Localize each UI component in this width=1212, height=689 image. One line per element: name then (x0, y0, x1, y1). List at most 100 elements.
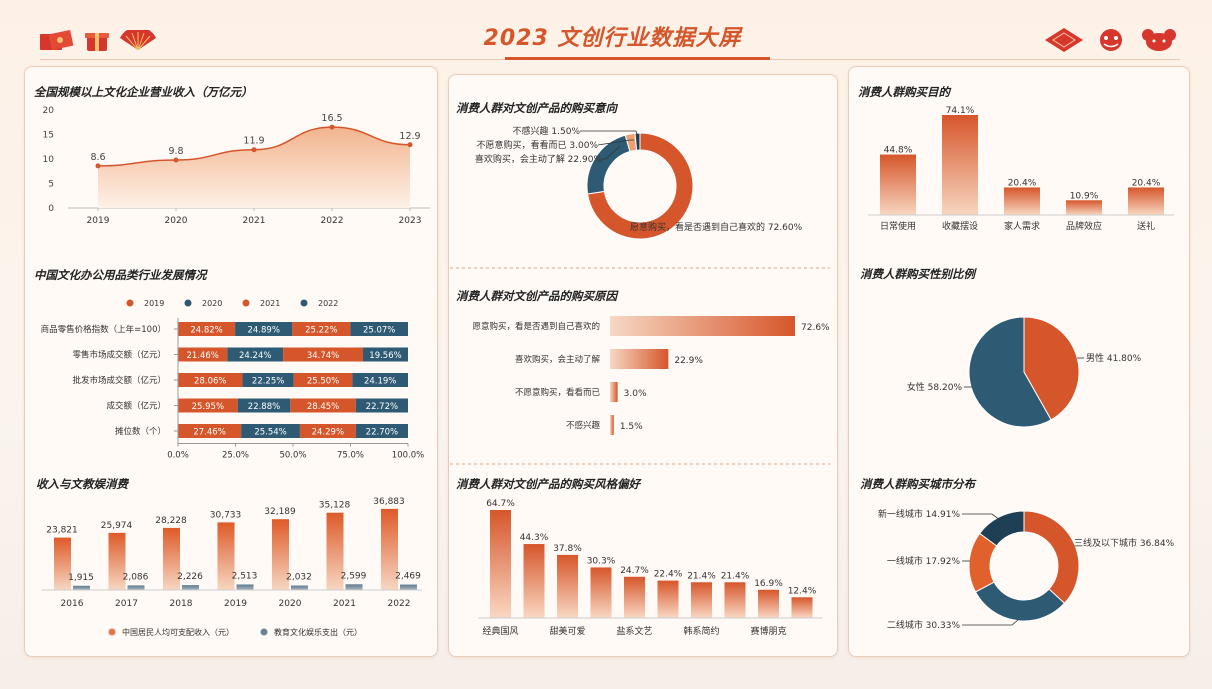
style-bar (758, 589, 779, 618)
stacked-bar-segment (178, 347, 228, 362)
section-divider-2 (450, 463, 830, 465)
style-value-label: 64.7% (486, 499, 515, 509)
revenue-value-label: 8.6 (90, 152, 105, 163)
stacked-bar-segment (350, 322, 408, 336)
segment-label: 25.22% (305, 326, 337, 336)
spending-value-label: 2,226 (177, 572, 203, 582)
y-tick-label: 5 (48, 180, 54, 190)
revenue-point (173, 157, 179, 163)
reason-value-label: 72.6% (801, 323, 830, 333)
leader-line (602, 145, 621, 160)
y-tick-label: 15 (43, 131, 54, 141)
mouse-icon (1142, 29, 1176, 51)
stacked-bar-segment (241, 424, 300, 438)
slice-label: 女性 58.20% (907, 381, 963, 393)
x-tick-label: 2019 (224, 599, 247, 609)
style-bar (590, 567, 612, 618)
revenue-point (251, 147, 257, 153)
revenue-value-label: 12.9 (399, 131, 420, 142)
segment-label: 25.54% (254, 428, 286, 438)
purpose-bar (1004, 187, 1040, 215)
spending-bar (345, 584, 363, 590)
legend-label: 2019 (144, 299, 164, 308)
spending-value-label: 1,915 (68, 573, 94, 583)
legend-marker (108, 628, 116, 636)
slice-label: 愿意购买，看是否遇到自己喜欢的 72.60% (630, 221, 803, 233)
purpose-bar (942, 115, 978, 215)
legend-marker (242, 299, 250, 307)
fan-icon (120, 30, 156, 51)
reason-bar (610, 316, 795, 336)
income-value-label: 25,974 (101, 521, 133, 531)
style-bar (557, 554, 578, 618)
reason-value-label: 1.5% (620, 422, 643, 432)
y-tick-label: 0 (48, 204, 54, 214)
reason-bar (610, 415, 614, 435)
stacked-bar-segment (178, 398, 238, 413)
slice-label: 不愿意购买，看看而已 3.00% (477, 139, 599, 151)
segment-label: 24.29% (312, 428, 344, 438)
income-bar (381, 508, 398, 590)
spending-bar (127, 585, 145, 590)
pie-slice (587, 132, 694, 240)
x-tick-label: 2020 (165, 216, 188, 226)
segment-label: 24.19% (364, 377, 396, 387)
purpose-value-label: 20.4% (1008, 178, 1037, 188)
red-envelope-icon (40, 30, 74, 50)
revenue-area (98, 127, 410, 208)
y-tick-label: 10 (43, 155, 55, 165)
spending-value-label: 2,469 (395, 572, 421, 582)
segment-label: 19.56% (369, 351, 401, 361)
style-value-label: 21.4% (687, 571, 716, 581)
purpose-bar-chart: 44.8% 日常使用 74.1% 收藏摆设 20.4% 家人需求 10.9% 品牌效应 20.4… (868, 106, 1174, 232)
spending-value-label: 2,032 (286, 573, 312, 583)
segment-label: 22.72% (366, 402, 398, 412)
x-tick-label: 日常使用 (880, 220, 916, 232)
leader-line (597, 139, 634, 146)
style-value-label: 12.4% (788, 586, 817, 596)
x-tick-label: 送礼 (1137, 220, 1155, 232)
purpose-bar (1066, 200, 1102, 215)
spending-value-label: 2,513 (232, 571, 258, 581)
category-label: 商品零售价格指数（上年=100） (41, 324, 166, 335)
leader-line (962, 619, 1019, 626)
x-tick-label: 品牌效应 (1066, 220, 1102, 232)
income-bar-chart: 23,821 1,915 2016 25,974 2,086 2017 28,228 2,22… (42, 497, 422, 637)
reason-bar (610, 349, 669, 369)
revenue-point (95, 163, 101, 169)
gift-box-icon (85, 33, 109, 51)
x-tick-label: 2023 (399, 216, 422, 226)
revenue-chart-title: 全国规模以上文化企业营业收入（万亿元） (34, 85, 253, 99)
y-tick-label: 20 (43, 106, 55, 116)
stacked-bar-segment (363, 347, 408, 362)
x-tick-label: 赛博朋克 (750, 625, 786, 637)
leader-line (962, 513, 1001, 521)
x-tick-label: 2022 (321, 216, 344, 226)
style-bar (724, 582, 746, 618)
segment-label: 25.07% (363, 326, 395, 336)
income-bar (54, 537, 71, 590)
slice-label: 不感兴趣 1.50% (513, 125, 581, 137)
stacked-bar-segment (293, 373, 353, 387)
style-bar (691, 582, 712, 618)
revenue-value-label: 16.5 (321, 113, 342, 124)
paper-cut-icon (1045, 28, 1083, 52)
gender-chart-title: 消费人群购买性别比例 (860, 267, 975, 281)
income-bar (326, 512, 344, 590)
reason-value-label: 3.0% (624, 389, 647, 399)
office-chart-title: 中国文化办公用品类行业发展情况 (34, 268, 207, 282)
stacked-bar-segment (355, 398, 408, 413)
spending-bar (73, 585, 90, 590)
x-tick-label: 甜美可爱 (549, 625, 585, 637)
stacked-bar-segment (292, 322, 351, 336)
income-chart-title: 收入与文教娱消费 (36, 477, 128, 491)
revenue-value-label: 11.9 (243, 136, 264, 147)
segment-label: 22.70% (366, 428, 398, 438)
stacked-bar-segment (237, 398, 291, 413)
office-stacked-bar-chart: 2019 2020 2021 2022 商品零售价格指数（上年=100） 24.82% 24… (41, 299, 425, 461)
segment-label: 21.46% (186, 351, 218, 361)
stacked-bar-segment (352, 373, 408, 387)
slice-label: 二线城市 30.33% (887, 619, 961, 631)
purpose-value-label: 74.1% (946, 106, 975, 116)
